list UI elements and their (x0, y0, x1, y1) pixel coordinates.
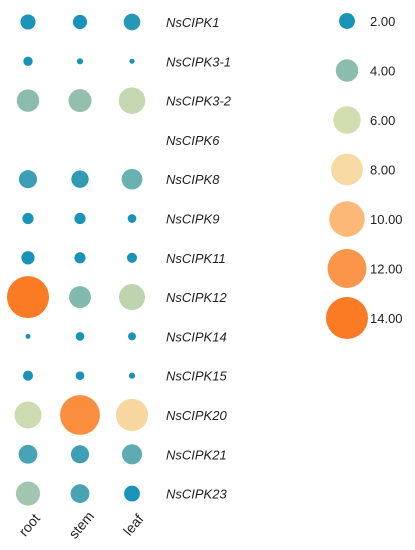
gene-label-nscipk15: NsCIPK15 (166, 369, 227, 384)
legend-bubble-1 (335, 59, 359, 82)
bubble-nscipk3-1-stem (76, 58, 84, 65)
tissue-label-root: root (15, 510, 43, 539)
bubble-nscipk9-leaf (127, 214, 137, 223)
bubble-nscipk3-2-stem (68, 89, 92, 113)
bubble-layer (7, 13, 149, 506)
gene-label-nscipk20: NsCIPK20 (166, 408, 227, 423)
bubble-nscipk20-stem (60, 395, 100, 435)
legend-label-3: 8.00 (370, 163, 395, 178)
bubble-nscipk12-root (7, 276, 49, 319)
bubble-nscipk9-root (22, 212, 34, 225)
gene-label-nscipk12: NsCIPK12 (166, 290, 227, 305)
bubble-nscipk23-stem (70, 484, 90, 503)
bubble-nscipk8-stem (71, 170, 89, 188)
gene-label-nscipk11: NsCIPK11 (166, 251, 226, 266)
tissue-labels: root stem leaf (15, 508, 146, 542)
bubble-nscipk8-root (18, 170, 38, 189)
bubble-nscipk15-stem (75, 371, 85, 381)
tissue-label-stem: stem (65, 508, 97, 542)
tissue-label-leaf: leaf (120, 511, 147, 539)
bubble-nscipk15-leaf (128, 372, 136, 379)
bubble-nscipk14-stem (75, 332, 85, 341)
bubble-nscipk21-stem (70, 445, 90, 464)
legend-label-0: 2.00 (370, 14, 395, 29)
bubble-nscipk15-root (22, 370, 34, 381)
bubble-nscipk21-leaf (121, 444, 143, 465)
gene-label-nscipk3-1: NsCIPK3-1 (166, 54, 231, 69)
bubble-nscipk11-leaf (126, 252, 138, 263)
bubble-nscipk3-2-root (16, 89, 40, 112)
bubble-nscipk3-2-leaf (118, 87, 146, 114)
legend-label-6: 14.00 (370, 311, 403, 326)
legend-label-4: 10.00 (370, 212, 403, 227)
gene-label-nscipk23: NsCIPK23 (166, 487, 227, 502)
gene-label-nscipk6: NsCIPK6 (166, 133, 220, 148)
bubble-nscipk21-root (18, 444, 38, 464)
gene-labels: NsCIPK1 NsCIPK3-1 NsCIPK3-2 NsCIPK6 NsCIPK8 N… (166, 15, 232, 502)
legend: 2.00 4.00 6.00 8.00 10.00 12.00 14.00 (326, 13, 403, 339)
legend-bubble-6 (326, 297, 368, 339)
gene-label-nscipk8: NsCIPK8 (166, 172, 220, 187)
bubble-nscipk11-root (21, 251, 35, 265)
legend-bubble-2 (333, 106, 361, 134)
bubble-nscipk20-root (14, 401, 42, 429)
bubble-nscipk9-stem (74, 212, 86, 225)
legend-label-5: 12.00 (370, 262, 403, 277)
gene-label-nscipk9: NsCIPK9 (166, 212, 219, 227)
bubble-nscipk3-1-root (23, 56, 33, 66)
bubble-nscipk11-stem (74, 252, 86, 264)
bubble-nscipk14-leaf (128, 332, 136, 341)
legend-bubble-5 (327, 249, 367, 288)
bubble-nscipk14-root (25, 333, 31, 339)
gene-label-nscipk1: NsCIPK1 (166, 15, 219, 30)
gene-label-nscipk3-2: NsCIPK3-2 (166, 94, 232, 109)
legend-bubble-0 (339, 13, 355, 29)
legend-bubble-3 (331, 153, 363, 186)
bubble-nscipk23-leaf (124, 485, 140, 502)
bubble-nscipk20-leaf (115, 398, 149, 432)
bubble-nscipk1-root (20, 14, 36, 30)
bubble-nscipk1-stem (72, 14, 88, 30)
gene-label-nscipk14: NsCIPK14 (166, 329, 227, 344)
gene-label-nscipk21: NsCIPK21 (166, 447, 227, 462)
legend-label-2: 6.00 (370, 113, 395, 128)
legend-bubble-4 (329, 201, 365, 237)
bubble-nscipk12-stem (69, 286, 91, 309)
bubble-nscipk1-leaf (123, 13, 141, 31)
bubble-nscipk23-root (15, 481, 41, 506)
bubble-nscipk3-1-leaf (129, 58, 135, 64)
bubble-nscipk12-leaf (118, 284, 146, 311)
legend-label-1: 4.00 (370, 64, 395, 79)
bubble-nscipk8-leaf (121, 168, 143, 190)
